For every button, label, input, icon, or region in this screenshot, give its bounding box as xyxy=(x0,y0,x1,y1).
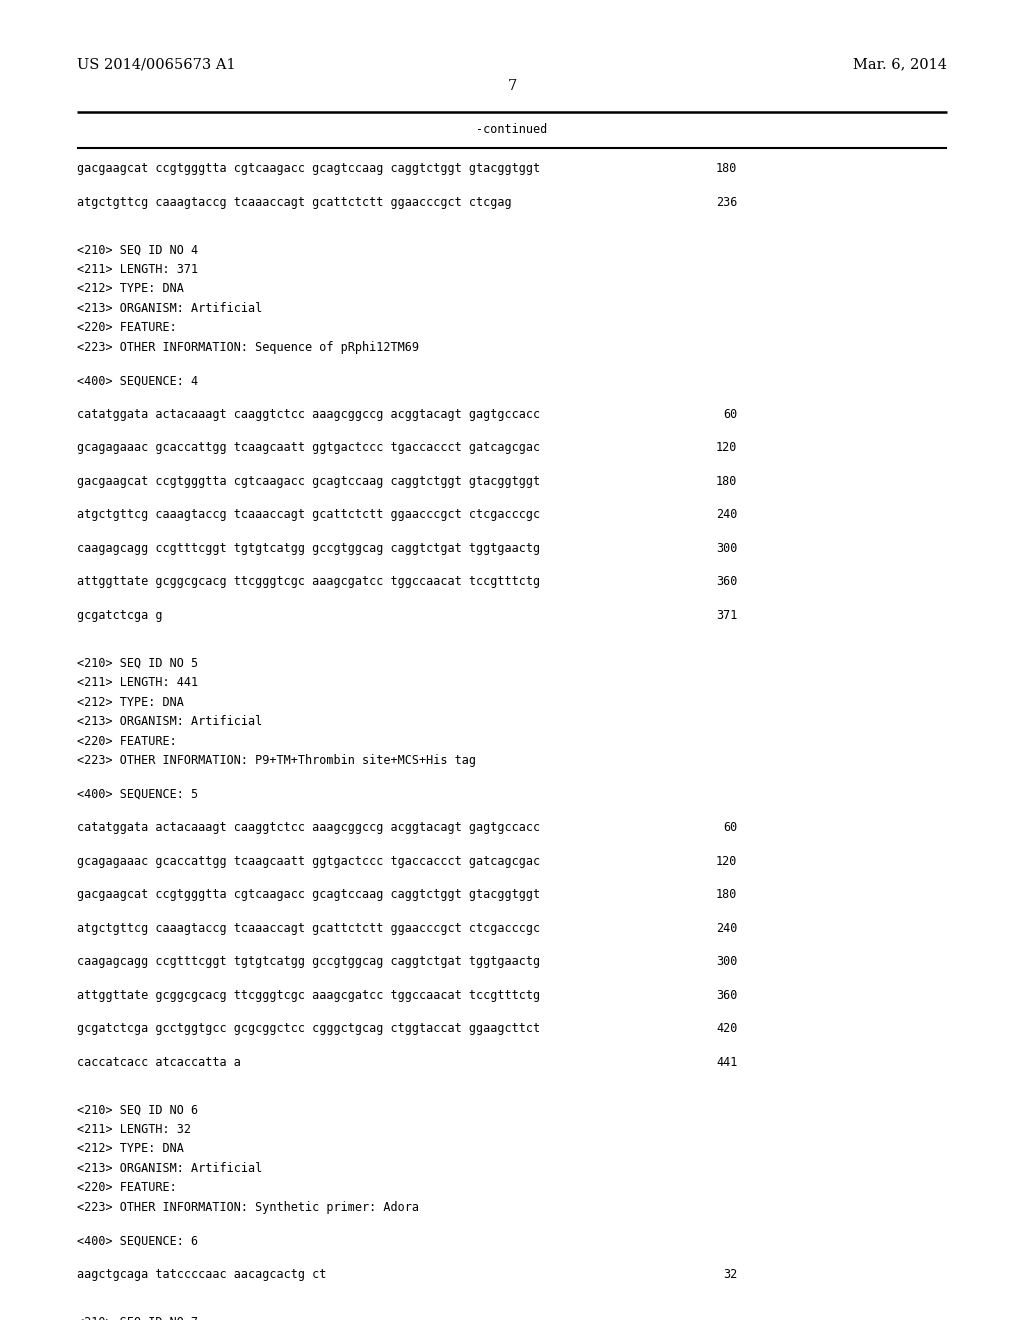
Text: aagctgcaga tatccccaac aacagcactg ct: aagctgcaga tatccccaac aacagcactg ct xyxy=(77,1269,327,1280)
Text: <220> FEATURE:: <220> FEATURE: xyxy=(77,321,176,334)
Text: <220> FEATURE:: <220> FEATURE: xyxy=(77,1181,176,1195)
Text: <220> FEATURE:: <220> FEATURE: xyxy=(77,734,176,747)
Text: attggttate gcggcgcacg ttcgggtcgc aaagcgatcc tggccaacat tccgtttctg: attggttate gcggcgcacg ttcgggtcgc aaagcga… xyxy=(77,989,540,1002)
Text: 240: 240 xyxy=(716,921,737,935)
Text: Mar. 6, 2014: Mar. 6, 2014 xyxy=(853,57,947,71)
Text: <211> LENGTH: 32: <211> LENGTH: 32 xyxy=(77,1123,190,1137)
Text: gacgaagcat ccgtgggtta cgtcaagacc gcagtccaag caggtctggt gtacggtggt: gacgaagcat ccgtgggtta cgtcaagacc gcagtcc… xyxy=(77,475,540,488)
Text: attggttate gcggcgcacg ttcgggtcgc aaagcgatcc tggccaacat tccgtttctg: attggttate gcggcgcacg ttcgggtcgc aaagcga… xyxy=(77,576,540,589)
Text: <210> SEQ ID NO 7: <210> SEQ ID NO 7 xyxy=(77,1316,198,1320)
Text: atgctgttcg caaagtaccg tcaaaccagt gcattctctt ggaacccgct ctcgag: atgctgttcg caaagtaccg tcaaaccagt gcattct… xyxy=(77,195,511,209)
Text: <212> TYPE: DNA: <212> TYPE: DNA xyxy=(77,696,183,709)
Text: <212> TYPE: DNA: <212> TYPE: DNA xyxy=(77,1142,183,1155)
Text: <223> OTHER INFORMATION: Sequence of pRphi12TM69: <223> OTHER INFORMATION: Sequence of pRp… xyxy=(77,341,419,354)
Text: 60: 60 xyxy=(723,408,737,421)
Text: <213> ORGANISM: Artificial: <213> ORGANISM: Artificial xyxy=(77,302,262,314)
Text: atgctgttcg caaagtaccg tcaaaccagt gcattctctt ggaacccgct ctcgacccgc: atgctgttcg caaagtaccg tcaaaccagt gcattct… xyxy=(77,921,540,935)
Text: <210> SEQ ID NO 6: <210> SEQ ID NO 6 xyxy=(77,1104,198,1117)
Text: <212> TYPE: DNA: <212> TYPE: DNA xyxy=(77,282,183,296)
Text: <213> ORGANISM: Artificial: <213> ORGANISM: Artificial xyxy=(77,1162,262,1175)
Text: <223> OTHER INFORMATION: Synthetic primer: Adora: <223> OTHER INFORMATION: Synthetic prime… xyxy=(77,1201,419,1214)
Text: <210> SEQ ID NO 4: <210> SEQ ID NO 4 xyxy=(77,243,198,256)
Text: 60: 60 xyxy=(723,821,737,834)
Text: 441: 441 xyxy=(716,1056,737,1069)
Text: <400> SEQUENCE: 6: <400> SEQUENCE: 6 xyxy=(77,1234,198,1247)
Text: gcagagaaac gcaccattgg tcaagcaatt ggtgactccc tgaccaccct gatcagcgac: gcagagaaac gcaccattgg tcaagcaatt ggtgact… xyxy=(77,441,540,454)
Text: 180: 180 xyxy=(716,162,737,176)
Text: 120: 120 xyxy=(716,441,737,454)
Text: 180: 180 xyxy=(716,888,737,902)
Text: catatggata actacaaagt caaggtctcc aaagcggccg acggtacagt gagtgccacc: catatggata actacaaagt caaggtctcc aaagcgg… xyxy=(77,408,540,421)
Text: caccatcacc atcaccatta a: caccatcacc atcaccatta a xyxy=(77,1056,241,1069)
Text: gcgatctcga gcctggtgcc gcgcggctcc cgggctgcag ctggtaccat ggaagcttct: gcgatctcga gcctggtgcc gcgcggctcc cgggctg… xyxy=(77,1022,540,1035)
Text: <400> SEQUENCE: 5: <400> SEQUENCE: 5 xyxy=(77,788,198,800)
Text: caagagcagg ccgtttcggt tgtgtcatgg gccgtggcag caggtctgat tggtgaactg: caagagcagg ccgtttcggt tgtgtcatgg gccgtgg… xyxy=(77,541,540,554)
Text: 7: 7 xyxy=(507,79,517,92)
Text: -continued: -continued xyxy=(476,123,548,136)
Text: 360: 360 xyxy=(716,989,737,1002)
Text: 360: 360 xyxy=(716,576,737,589)
Text: 236: 236 xyxy=(716,195,737,209)
Text: <211> LENGTH: 371: <211> LENGTH: 371 xyxy=(77,263,198,276)
Text: catatggata actacaaagt caaggtctcc aaagcggccg acggtacagt gagtgccacc: catatggata actacaaagt caaggtctcc aaagcgg… xyxy=(77,821,540,834)
Text: US 2014/0065673 A1: US 2014/0065673 A1 xyxy=(77,57,236,71)
Text: atgctgttcg caaagtaccg tcaaaccagt gcattctctt ggaacccgct ctcgacccgc: atgctgttcg caaagtaccg tcaaaccagt gcattct… xyxy=(77,508,540,521)
Text: <223> OTHER INFORMATION: P9+TM+Thrombin site+MCS+His tag: <223> OTHER INFORMATION: P9+TM+Thrombin … xyxy=(77,754,476,767)
Text: <213> ORGANISM: Artificial: <213> ORGANISM: Artificial xyxy=(77,715,262,729)
Text: <210> SEQ ID NO 5: <210> SEQ ID NO 5 xyxy=(77,656,198,669)
Text: gcgatctcga g: gcgatctcga g xyxy=(77,609,162,622)
Text: <211> LENGTH: 441: <211> LENGTH: 441 xyxy=(77,676,198,689)
Text: 180: 180 xyxy=(716,475,737,488)
Text: <400> SEQUENCE: 4: <400> SEQUENCE: 4 xyxy=(77,374,198,387)
Text: gacgaagcat ccgtgggtta cgtcaagacc gcagtccaag caggtctggt gtacggtggt: gacgaagcat ccgtgggtta cgtcaagacc gcagtcc… xyxy=(77,888,540,902)
Text: 300: 300 xyxy=(716,541,737,554)
Text: 240: 240 xyxy=(716,508,737,521)
Text: 371: 371 xyxy=(716,609,737,622)
Text: 420: 420 xyxy=(716,1022,737,1035)
Text: caagagcagg ccgtttcggt tgtgtcatgg gccgtggcag caggtctgat tggtgaactg: caagagcagg ccgtttcggt tgtgtcatgg gccgtgg… xyxy=(77,956,540,969)
Text: 120: 120 xyxy=(716,854,737,867)
Text: gcagagaaac gcaccattgg tcaagcaatt ggtgactccc tgaccaccct gatcagcgac: gcagagaaac gcaccattgg tcaagcaatt ggtgact… xyxy=(77,854,540,867)
Text: 32: 32 xyxy=(723,1269,737,1280)
Text: 300: 300 xyxy=(716,956,737,969)
Text: gacgaagcat ccgtgggtta cgtcaagacc gcagtccaag caggtctggt gtacggtggt: gacgaagcat ccgtgggtta cgtcaagacc gcagtcc… xyxy=(77,162,540,176)
